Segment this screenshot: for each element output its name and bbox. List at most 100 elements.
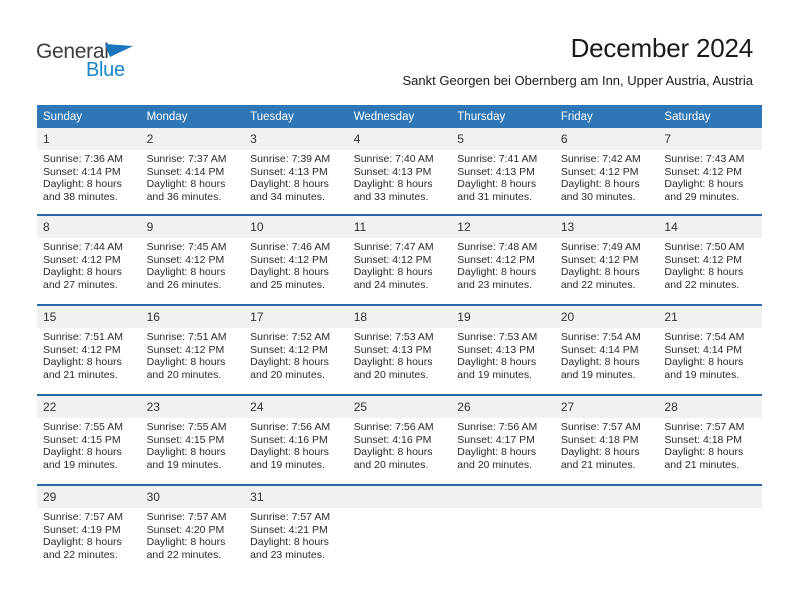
sunset-text: Sunset: 4:12 PM [560, 253, 639, 266]
daylight-text-line1: Daylight: 8 hours [146, 266, 226, 279]
weekday-header-row: Sunday Monday Tuesday Wednesday Thursday Frid… [37, 105, 762, 128]
day-details: Sunrise: 7:50 AM Sunset: 4:12 PM Dayligh… [658, 238, 762, 291]
weekday-label: Sunday [43, 110, 83, 123]
sunrise-text: Sunrise: 7:51 AM [43, 331, 123, 343]
daylight-text-line1: Daylight: 8 hours [664, 178, 744, 191]
daylight-text-line2: and 19 minutes. [457, 368, 532, 381]
day-details: Sunrise: 7:55 AM Sunset: 4:15 PM Dayligh… [37, 418, 141, 471]
day-details: Sunrise: 7:57 AM Sunset: 4:20 PM Dayligh… [141, 508, 245, 561]
daylight-text-line2: and 27 minutes. [43, 278, 118, 291]
sunrise-text: Sunrise: 7:50 AM [664, 241, 745, 253]
day-number: 11 [347, 216, 452, 238]
day-details: Sunrise: 7:48 AM Sunset: 4:12 PM Dayligh… [451, 238, 555, 291]
day-number: 3 [244, 128, 348, 150]
sunset-text: Sunset: 4:12 PM [43, 253, 121, 266]
calendar-day-cell: 11 Sunrise: 7:47 AM Sunset: 4:12 PM Dayl… [347, 216, 452, 304]
sunset-text: Sunset: 4:12 PM [146, 343, 225, 356]
sunrise-text: Sunrise: 7:52 AM [250, 331, 331, 343]
sunset-text: Sunset: 4:13 PM [353, 165, 432, 178]
day-number: 1 [37, 128, 141, 150]
daylight-text-line2: and 29 minutes. [664, 190, 740, 203]
sunrise-text: Sunrise: 7:48 AM [457, 241, 538, 253]
calendar-table: Sunday Monday Tuesday Wednesday Thursday Frid… [37, 105, 762, 574]
sunset-text: Sunset: 4:12 PM [353, 253, 432, 266]
day-details: Sunrise: 7:47 AM Sunset: 4:12 PM Dayligh… [348, 238, 452, 291]
day-details: Sunrise: 7:55 AM Sunset: 4:15 PM Dayligh… [141, 418, 245, 471]
weekday-label: Tuesday [250, 110, 294, 123]
sunrise-text: Sunrise: 7:57 AM [250, 511, 331, 523]
sunrise-text: Sunrise: 7:57 AM [43, 511, 123, 523]
daylight-text-line1: Daylight: 8 hours [353, 446, 433, 459]
day-number: 8 [37, 216, 141, 238]
sunrise-text: Sunrise: 7:51 AM [146, 331, 227, 343]
day-details [348, 508, 452, 511]
day-number: 26 [451, 396, 555, 418]
daylight-text-line1: Daylight: 8 hours [43, 178, 122, 191]
day-number: 24 [244, 396, 348, 418]
day-details: Sunrise: 7:51 AM Sunset: 4:12 PM Dayligh… [141, 328, 245, 381]
daylight-text-line2: and 20 minutes. [353, 368, 429, 381]
calendar-day-cell [451, 486, 555, 574]
sunset-text: Sunset: 4:12 PM [250, 253, 328, 266]
daylight-text-line2: and 19 minutes. [43, 458, 118, 471]
daylight-text-line1: Daylight: 8 hours [353, 356, 433, 369]
sunset-text: Sunset: 4:15 PM [43, 433, 121, 446]
day-number: 18 [347, 306, 452, 328]
calendar-day-cell [347, 486, 452, 574]
calendar-day-cell [554, 486, 659, 574]
daylight-text-line2: and 20 minutes. [353, 458, 429, 471]
daylight-text-line1: Daylight: 8 hours [250, 178, 329, 191]
calendar-day-cell: 9 Sunrise: 7:45 AM Sunset: 4:12 PM Dayli… [140, 216, 245, 304]
sunrise-text: Sunrise: 7:43 AM [664, 153, 745, 165]
daylight-text-line1: Daylight: 8 hours [457, 266, 537, 279]
day-number: 25 [347, 396, 452, 418]
daylight-text-line1: Daylight: 8 hours [664, 356, 744, 369]
calendar-day-cell: 31 Sunrise: 7:57 AM Sunset: 4:21 PM Dayl… [244, 486, 348, 574]
day-number: 7 [658, 128, 762, 150]
daylight-text-line2: and 19 minutes. [146, 458, 222, 471]
daylight-text-line1: Daylight: 8 hours [146, 356, 226, 369]
day-number: 4 [347, 128, 452, 150]
daylight-text-line1: Daylight: 8 hours [43, 536, 122, 549]
calendar-day-cell: 7 Sunrise: 7:43 AM Sunset: 4:12 PM Dayli… [658, 128, 762, 214]
calendar-day-cell: 30 Sunrise: 7:57 AM Sunset: 4:20 PM Dayl… [140, 486, 245, 574]
week-row: 29 Sunrise: 7:57 AM Sunset: 4:19 PM Dayl… [37, 484, 762, 574]
day-details: Sunrise: 7:57 AM Sunset: 4:18 PM Dayligh… [555, 418, 659, 471]
calendar-day-cell: 27 Sunrise: 7:57 AM Sunset: 4:18 PM Dayl… [554, 396, 659, 484]
daylight-text-line2: and 22 minutes. [560, 278, 636, 291]
day-number: 9 [140, 216, 245, 238]
day-details: Sunrise: 7:39 AM Sunset: 4:13 PM Dayligh… [244, 150, 348, 203]
sunset-text: Sunset: 4:14 PM [560, 343, 639, 356]
day-details: Sunrise: 7:40 AM Sunset: 4:13 PM Dayligh… [348, 150, 452, 203]
day-number: 17 [244, 306, 348, 328]
sunset-text: Sunset: 4:20 PM [146, 523, 225, 536]
sunset-text: Sunset: 4:12 PM [560, 165, 639, 178]
sunset-text: Sunset: 4:16 PM [250, 433, 328, 446]
calendar-day-cell: 25 Sunrise: 7:56 AM Sunset: 4:16 PM Dayl… [347, 396, 452, 484]
daylight-text-line2: and 22 minutes. [43, 548, 118, 561]
day-details: Sunrise: 7:37 AM Sunset: 4:14 PM Dayligh… [141, 150, 245, 203]
logo-text-blue: Blue [86, 59, 125, 81]
day-details: Sunrise: 7:46 AM Sunset: 4:12 PM Dayligh… [244, 238, 348, 291]
weekday-label: Saturday [664, 110, 711, 123]
day-details: Sunrise: 7:57 AM Sunset: 4:21 PM Dayligh… [244, 508, 348, 561]
calendar-day-cell: 24 Sunrise: 7:56 AM Sunset: 4:16 PM Dayl… [244, 396, 348, 484]
day-details: Sunrise: 7:42 AM Sunset: 4:12 PM Dayligh… [555, 150, 659, 203]
day-details: Sunrise: 7:54 AM Sunset: 4:14 PM Dayligh… [555, 328, 659, 381]
calendar-day-cell: 26 Sunrise: 7:56 AM Sunset: 4:17 PM Dayl… [451, 396, 555, 484]
daylight-text-line1: Daylight: 8 hours [457, 446, 537, 459]
daylight-text-line1: Daylight: 8 hours [250, 446, 329, 459]
sunrise-text: Sunrise: 7:55 AM [43, 421, 123, 433]
calendar-day-cell: 13 Sunrise: 7:49 AM Sunset: 4:12 PM Dayl… [554, 216, 659, 304]
calendar-day-cell: 1 Sunrise: 7:36 AM Sunset: 4:14 PM Dayli… [37, 128, 141, 214]
calendar-day-cell: 23 Sunrise: 7:55 AM Sunset: 4:15 PM Dayl… [140, 396, 245, 484]
week-row: 8 Sunrise: 7:44 AM Sunset: 4:12 PM Dayli… [37, 214, 762, 304]
daylight-text-line1: Daylight: 8 hours [353, 178, 433, 191]
sunset-text: Sunset: 4:18 PM [560, 433, 639, 446]
sunset-text: Sunset: 4:18 PM [664, 433, 743, 446]
day-number: 12 [451, 216, 555, 238]
sunrise-text: Sunrise: 7:37 AM [146, 153, 227, 165]
sunrise-text: Sunrise: 7:39 AM [250, 153, 331, 165]
day-details: Sunrise: 7:49 AM Sunset: 4:12 PM Dayligh… [555, 238, 659, 291]
